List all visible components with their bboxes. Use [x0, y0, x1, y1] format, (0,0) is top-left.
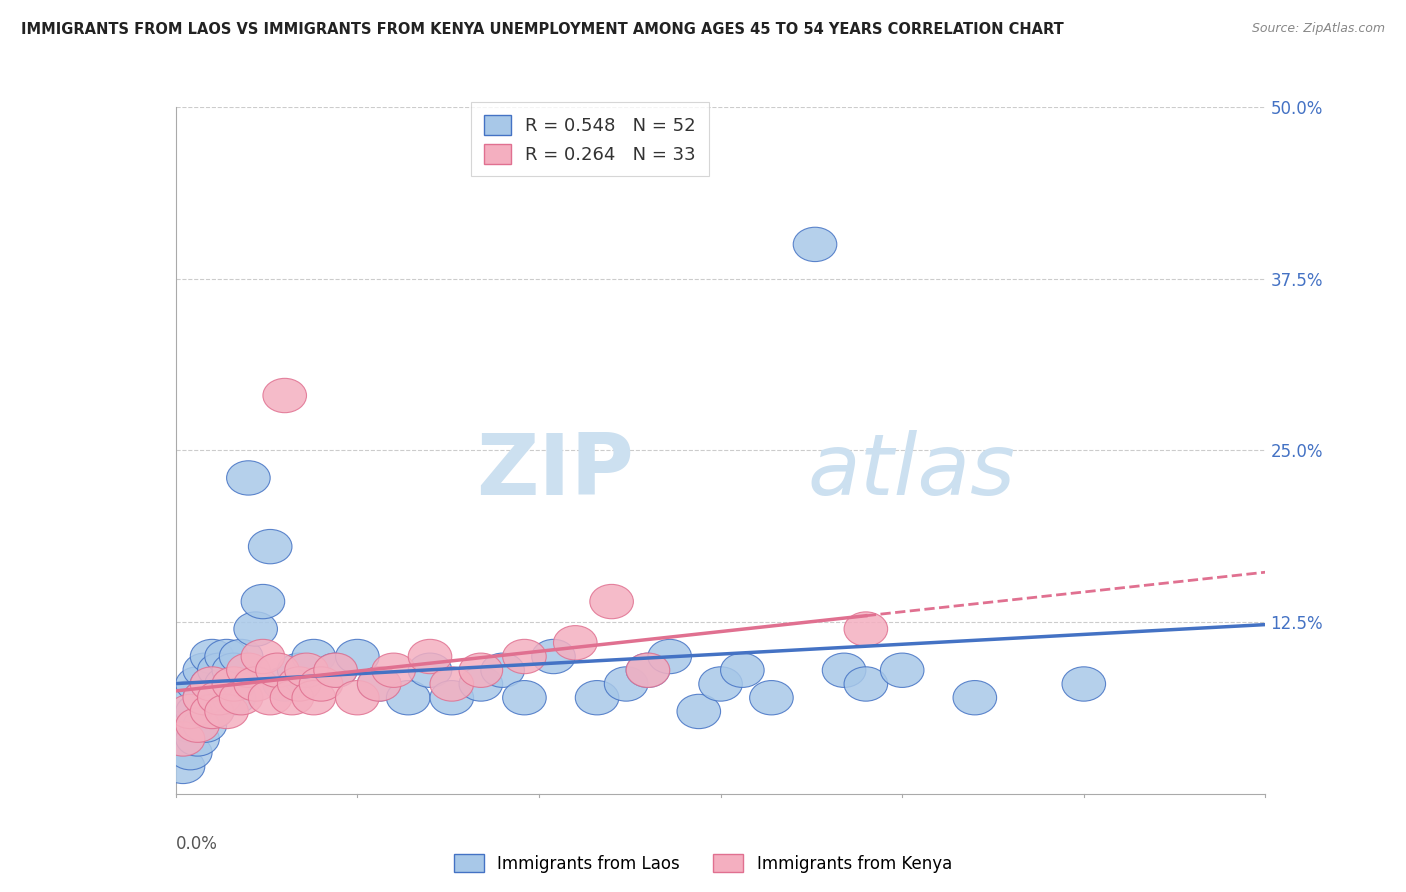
Ellipse shape: [176, 708, 219, 742]
Ellipse shape: [197, 681, 242, 714]
Ellipse shape: [212, 681, 256, 714]
Ellipse shape: [953, 681, 997, 714]
Ellipse shape: [408, 653, 451, 688]
Ellipse shape: [183, 681, 226, 714]
Ellipse shape: [190, 667, 233, 701]
Ellipse shape: [212, 653, 256, 688]
Ellipse shape: [249, 681, 292, 714]
Ellipse shape: [263, 667, 307, 701]
Ellipse shape: [169, 681, 212, 714]
Ellipse shape: [162, 722, 205, 756]
Ellipse shape: [503, 640, 547, 673]
Ellipse shape: [299, 667, 343, 701]
Y-axis label: Unemployment Among Ages 45 to 54 years: Unemployment Among Ages 45 to 54 years: [0, 283, 7, 618]
Legend: R = 0.548   N = 52, R = 0.264   N = 33: R = 0.548 N = 52, R = 0.264 N = 33: [471, 103, 709, 177]
Text: Source: ZipAtlas.com: Source: ZipAtlas.com: [1251, 22, 1385, 36]
Ellipse shape: [219, 681, 263, 714]
Ellipse shape: [458, 653, 503, 688]
Text: atlas: atlas: [807, 430, 1015, 513]
Ellipse shape: [458, 667, 503, 701]
Ellipse shape: [249, 530, 292, 564]
Text: ZIP: ZIP: [475, 430, 633, 513]
Ellipse shape: [197, 681, 242, 714]
Ellipse shape: [190, 694, 233, 729]
Ellipse shape: [357, 667, 401, 701]
Ellipse shape: [197, 653, 242, 688]
Ellipse shape: [226, 461, 270, 495]
Ellipse shape: [531, 640, 575, 673]
Ellipse shape: [183, 681, 226, 714]
Text: IMMIGRANTS FROM LAOS VS IMMIGRANTS FROM KENYA UNEMPLOYMENT AMONG AGES 45 TO 54 Y: IMMIGRANTS FROM LAOS VS IMMIGRANTS FROM …: [21, 22, 1064, 37]
Ellipse shape: [169, 708, 212, 742]
Ellipse shape: [481, 653, 524, 688]
Ellipse shape: [880, 653, 924, 688]
Ellipse shape: [844, 667, 887, 701]
Ellipse shape: [205, 640, 249, 673]
Ellipse shape: [233, 612, 277, 646]
Ellipse shape: [605, 667, 648, 701]
Ellipse shape: [169, 736, 212, 770]
Ellipse shape: [219, 640, 263, 673]
Ellipse shape: [233, 667, 277, 701]
Ellipse shape: [336, 640, 380, 673]
Ellipse shape: [169, 694, 212, 729]
Ellipse shape: [190, 667, 233, 701]
Ellipse shape: [648, 640, 692, 673]
Ellipse shape: [430, 681, 474, 714]
Ellipse shape: [256, 653, 299, 688]
Ellipse shape: [314, 653, 357, 688]
Ellipse shape: [292, 681, 336, 714]
Ellipse shape: [292, 640, 336, 673]
Ellipse shape: [554, 625, 598, 660]
Ellipse shape: [183, 708, 226, 742]
Legend: Immigrants from Laos, Immigrants from Kenya: Immigrants from Laos, Immigrants from Ke…: [447, 847, 959, 880]
Ellipse shape: [183, 653, 226, 688]
Ellipse shape: [176, 722, 219, 756]
Ellipse shape: [430, 667, 474, 701]
Ellipse shape: [626, 653, 669, 688]
Ellipse shape: [408, 640, 451, 673]
Ellipse shape: [793, 227, 837, 261]
Ellipse shape: [190, 694, 233, 729]
Ellipse shape: [277, 653, 321, 688]
Ellipse shape: [242, 640, 285, 673]
Ellipse shape: [387, 681, 430, 714]
Ellipse shape: [720, 653, 765, 688]
Ellipse shape: [205, 694, 249, 729]
Ellipse shape: [749, 681, 793, 714]
Ellipse shape: [205, 667, 249, 701]
Ellipse shape: [212, 667, 256, 701]
Ellipse shape: [314, 653, 357, 688]
Ellipse shape: [336, 681, 380, 714]
Ellipse shape: [678, 694, 721, 729]
Ellipse shape: [357, 667, 401, 701]
Ellipse shape: [162, 722, 205, 756]
Ellipse shape: [270, 681, 314, 714]
Ellipse shape: [242, 584, 285, 619]
Ellipse shape: [575, 681, 619, 714]
Ellipse shape: [503, 681, 547, 714]
Ellipse shape: [844, 612, 887, 646]
Ellipse shape: [591, 584, 633, 619]
Ellipse shape: [371, 653, 416, 688]
Ellipse shape: [226, 653, 270, 688]
Ellipse shape: [176, 667, 219, 701]
Ellipse shape: [263, 378, 307, 413]
Ellipse shape: [176, 694, 219, 729]
Ellipse shape: [190, 640, 233, 673]
Ellipse shape: [1062, 667, 1105, 701]
Ellipse shape: [277, 667, 321, 701]
Ellipse shape: [626, 653, 669, 688]
Ellipse shape: [823, 653, 866, 688]
Ellipse shape: [162, 749, 205, 783]
Text: 0.0%: 0.0%: [176, 835, 218, 853]
Ellipse shape: [699, 667, 742, 701]
Ellipse shape: [285, 653, 329, 688]
